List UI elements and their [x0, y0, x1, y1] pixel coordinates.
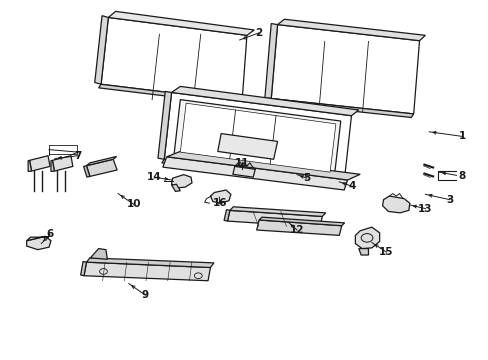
- Polygon shape: [171, 184, 180, 192]
- Polygon shape: [227, 210, 322, 227]
- Polygon shape: [163, 157, 347, 190]
- Polygon shape: [108, 12, 254, 35]
- Polygon shape: [30, 156, 50, 171]
- Polygon shape: [180, 103, 335, 172]
- Text: 1: 1: [458, 131, 465, 141]
- Polygon shape: [95, 16, 108, 84]
- Polygon shape: [166, 152, 360, 180]
- Text: 6: 6: [46, 229, 54, 239]
- Polygon shape: [382, 196, 409, 213]
- Polygon shape: [174, 100, 340, 176]
- Polygon shape: [164, 93, 351, 182]
- Polygon shape: [210, 190, 230, 203]
- Polygon shape: [264, 23, 277, 99]
- FancyBboxPatch shape: [437, 171, 457, 180]
- Text: 7: 7: [74, 151, 81, 161]
- Text: 16: 16: [212, 198, 227, 208]
- Polygon shape: [52, 156, 73, 171]
- Polygon shape: [84, 262, 210, 281]
- Text: 5: 5: [303, 173, 310, 183]
- Polygon shape: [101, 18, 246, 102]
- Polygon shape: [27, 237, 49, 241]
- Text: 15: 15: [379, 247, 393, 257]
- Polygon shape: [86, 258, 213, 267]
- Polygon shape: [51, 160, 54, 171]
- Text: 14: 14: [147, 172, 162, 182]
- Text: 12: 12: [289, 225, 304, 235]
- Polygon shape: [81, 261, 86, 276]
- Text: 9: 9: [142, 290, 148, 300]
- Polygon shape: [171, 175, 192, 188]
- Polygon shape: [355, 227, 379, 249]
- Polygon shape: [358, 249, 368, 255]
- Polygon shape: [217, 134, 277, 159]
- Polygon shape: [256, 220, 341, 235]
- Polygon shape: [162, 159, 344, 185]
- Text: 2: 2: [255, 28, 262, 38]
- Text: 13: 13: [417, 203, 432, 213]
- Polygon shape: [259, 217, 344, 226]
- Polygon shape: [277, 19, 425, 41]
- Text: 3: 3: [445, 195, 452, 204]
- Polygon shape: [268, 99, 413, 117]
- Polygon shape: [224, 210, 229, 221]
- Text: 4: 4: [348, 181, 355, 192]
- Polygon shape: [90, 249, 107, 259]
- Polygon shape: [232, 166, 255, 177]
- Polygon shape: [99, 84, 242, 105]
- Polygon shape: [229, 207, 325, 216]
- Text: 11: 11: [234, 158, 248, 168]
- Text: 10: 10: [126, 199, 141, 209]
- Polygon shape: [28, 160, 31, 171]
- Polygon shape: [86, 159, 117, 176]
- Polygon shape: [158, 91, 171, 159]
- Polygon shape: [271, 24, 419, 114]
- Polygon shape: [86, 157, 116, 166]
- Polygon shape: [171, 86, 358, 116]
- Polygon shape: [27, 237, 51, 249]
- Text: 8: 8: [458, 171, 465, 181]
- Polygon shape: [83, 166, 90, 177]
